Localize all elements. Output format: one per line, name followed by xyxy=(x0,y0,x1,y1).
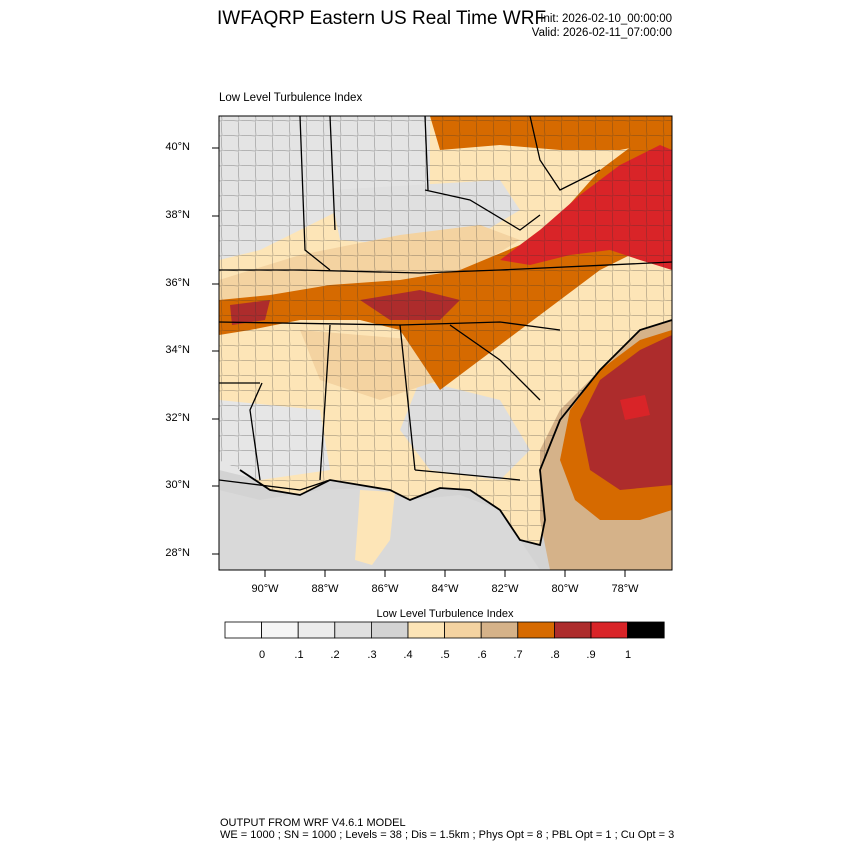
colorbar-swatch xyxy=(554,621,592,639)
lon-label: 82°W xyxy=(491,583,519,595)
lon-label: 80°W xyxy=(551,583,579,595)
colorbar-label: .9 xyxy=(586,649,596,661)
footer-config: WE = 1000 ; SN = 1000 ; Levels = 38 ; Di… xyxy=(220,829,675,841)
valid-time: Valid: 2026-02-11_07:00:00 xyxy=(531,27,672,39)
colorbar-swatch xyxy=(517,621,555,639)
colorbar-label: 1 xyxy=(624,649,632,661)
colorbar-label: .5 xyxy=(440,649,450,661)
colorbar-label: .2 xyxy=(330,649,340,661)
lon-label: 78°W xyxy=(611,583,639,595)
lat-label: 30°N xyxy=(165,479,190,491)
colorbar-label: .4 xyxy=(403,649,413,661)
colorbar-swatch xyxy=(224,621,262,639)
lon-label: 84°W xyxy=(431,583,459,595)
colorbar-swatch xyxy=(627,621,665,639)
colorbar-label: .8 xyxy=(550,649,560,661)
run-times: Init: 2026-02-10_00:00:00 Valid: 2026-02… xyxy=(520,12,672,40)
colorbar-swatch xyxy=(334,621,372,639)
colorbar-swatch xyxy=(480,621,519,639)
colorbar-swatch xyxy=(370,621,409,639)
colorbar-label: 0 xyxy=(258,649,266,661)
colorbar-label: .6 xyxy=(477,649,487,661)
lat-label: 32°N xyxy=(165,412,190,424)
colorbar-title: Low Level Turbulence Index xyxy=(376,608,514,620)
lon-label: 88°W xyxy=(311,583,339,595)
init-time: Init: 2026-02-10_00:00:00 xyxy=(540,13,672,25)
lat-label: 34°N xyxy=(165,344,190,356)
panel-title: Low Level Turbulence Index xyxy=(219,92,363,104)
main-title: IWFAQRP Eastern US Real Time WRF xyxy=(217,8,547,29)
colorbar xyxy=(224,621,665,639)
colorbar-label: .1 xyxy=(294,649,304,661)
lon-label: 86°W xyxy=(371,583,399,595)
lat-label: 38°N xyxy=(165,209,190,221)
colorbar-swatch xyxy=(444,621,482,639)
colorbar-swatch xyxy=(297,621,336,639)
lat-label: 40°N xyxy=(165,141,190,153)
lon-label: 90°W xyxy=(251,583,279,595)
map-field xyxy=(219,116,672,570)
colorbar-swatch xyxy=(407,621,445,639)
lat-label: 36°N xyxy=(165,277,190,289)
colorbar-swatch xyxy=(590,621,628,639)
footer-model: OUTPUT FROM WRF V4.6.1 MODEL xyxy=(220,817,406,829)
colorbar-label: .7 xyxy=(513,649,523,661)
lat-label: 28°N xyxy=(165,547,190,559)
colorbar-swatch xyxy=(261,621,299,639)
colorbar-label: .3 xyxy=(367,649,377,661)
